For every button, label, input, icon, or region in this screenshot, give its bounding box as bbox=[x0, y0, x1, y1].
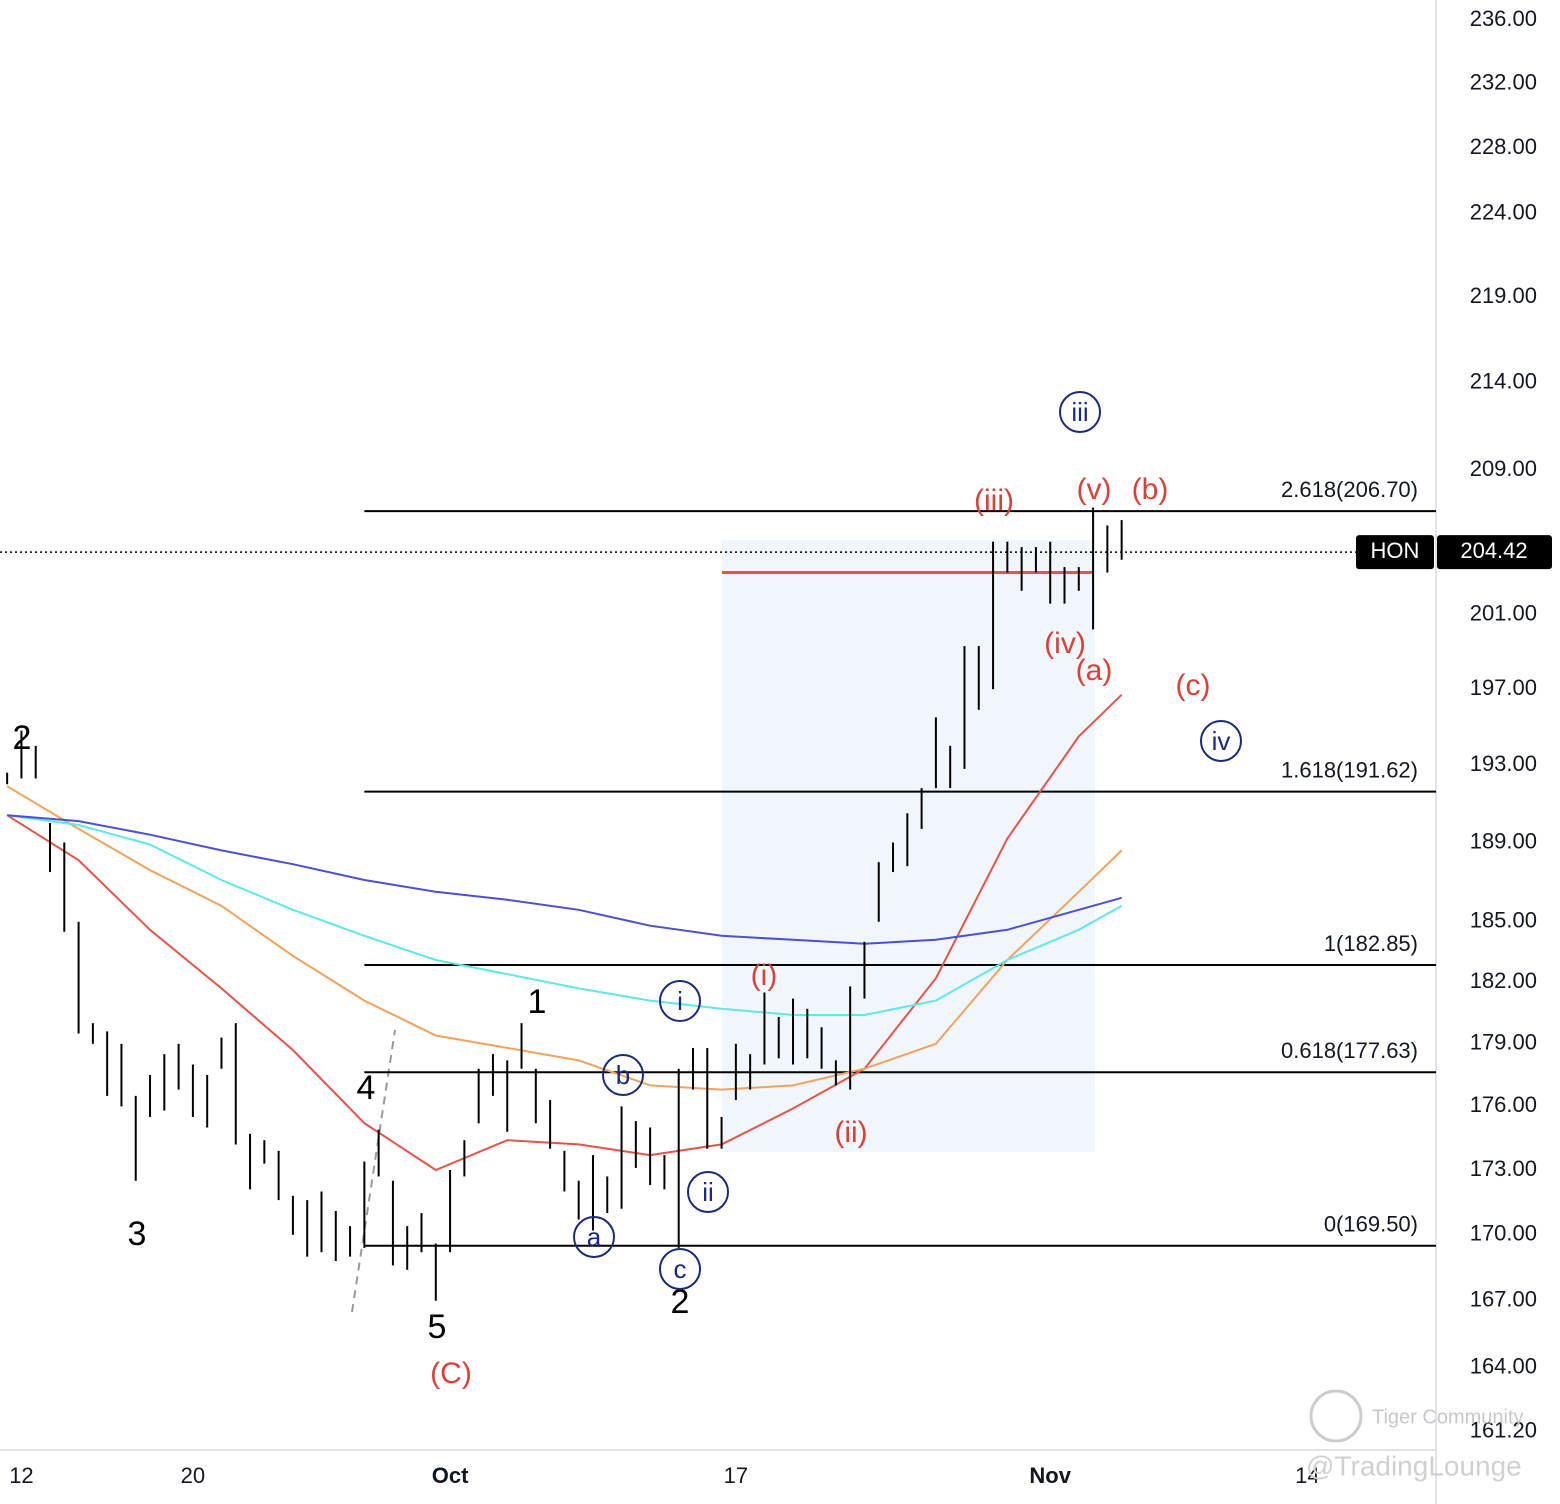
price-badge bbox=[1437, 535, 1552, 570]
moving-average bbox=[6, 785, 1123, 1091]
wave-label: (v) bbox=[1077, 473, 1112, 506]
wave-label: (i) bbox=[751, 959, 778, 992]
wave-label: b bbox=[616, 1060, 630, 1090]
y-tick-label: 236.00 bbox=[1470, 6, 1537, 31]
y-tick-label: 170.00 bbox=[1470, 1221, 1537, 1246]
wave-label: 2 bbox=[671, 1283, 690, 1321]
wave-label: i bbox=[677, 986, 683, 1016]
wave-label: (a) bbox=[1076, 654, 1113, 687]
wave-label: (ii) bbox=[834, 1116, 867, 1149]
moving-average bbox=[6, 693, 1123, 1172]
wave-label: c bbox=[674, 1254, 687, 1284]
watermark: Tiger Community bbox=[1372, 1406, 1524, 1428]
wave-label: 4 bbox=[357, 1069, 376, 1107]
wave-circle bbox=[602, 1054, 644, 1096]
wave-circle bbox=[1059, 391, 1101, 433]
watermark-logo bbox=[1309, 1389, 1363, 1443]
x-tick-label: 14 bbox=[1295, 1463, 1319, 1488]
wave-label: (c) bbox=[1176, 669, 1211, 702]
wave-label: (iii) bbox=[974, 484, 1014, 517]
y-tick-label: 224.00 bbox=[1470, 199, 1537, 224]
wave-label: 3 bbox=[128, 1215, 147, 1253]
y-tick-label: 173.00 bbox=[1470, 1156, 1537, 1181]
fib-label: 0.618(177.63) bbox=[1281, 1038, 1418, 1063]
y-tick-label: 176.00 bbox=[1470, 1092, 1537, 1117]
y-tick-label: 232.00 bbox=[1470, 69, 1537, 94]
y-tick-label: 164.00 bbox=[1470, 1354, 1537, 1379]
y-tick-label: 219.00 bbox=[1470, 283, 1537, 308]
wave-circle bbox=[659, 980, 701, 1022]
y-tick-label: 185.00 bbox=[1470, 908, 1537, 933]
wave-label: (b) bbox=[1132, 473, 1169, 506]
x-tick-label: 20 bbox=[181, 1463, 205, 1488]
moving-average bbox=[7, 814, 1122, 945]
trendline bbox=[351, 1029, 396, 1313]
x-tick-label: Nov bbox=[1029, 1463, 1071, 1488]
wave-circle bbox=[573, 1216, 615, 1258]
wave-label: (iv) bbox=[1044, 627, 1086, 660]
wave-label: 5 bbox=[428, 1308, 447, 1346]
fib-label: 0(169.50) bbox=[1324, 1212, 1418, 1237]
y-tick-label: 209.00 bbox=[1470, 456, 1537, 481]
y-tick-label: 228.00 bbox=[1470, 134, 1537, 159]
wave-circle bbox=[659, 1248, 701, 1290]
wave-label: a bbox=[587, 1222, 602, 1252]
wave-label: 1 bbox=[528, 983, 547, 1021]
wave-circle bbox=[1200, 720, 1242, 762]
symbol-badge bbox=[1356, 535, 1434, 570]
y-tick-label: 214.00 bbox=[1470, 368, 1537, 393]
y-tick-label: 167.00 bbox=[1470, 1287, 1537, 1312]
wave-label: 2 bbox=[13, 719, 32, 757]
y-tick-label: 189.00 bbox=[1470, 828, 1537, 853]
wave-label: (C) bbox=[430, 1357, 472, 1390]
y-tick-label: 197.00 bbox=[1470, 675, 1537, 700]
last-price-label: 204.42 bbox=[1460, 538, 1527, 563]
symbol-label: HON bbox=[1371, 538, 1420, 563]
volume-profile-area bbox=[722, 540, 1095, 1152]
y-tick-label: 201.00 bbox=[1470, 600, 1537, 625]
x-tick-label: Oct bbox=[432, 1463, 469, 1488]
y-tick-label: 161.20 bbox=[1470, 1417, 1537, 1442]
fib-label: 1(182.85) bbox=[1324, 931, 1418, 956]
watermark: @TradingLounge bbox=[1306, 1450, 1522, 1481]
x-tick-label: 17 bbox=[724, 1463, 748, 1488]
x-tick-label: 12 bbox=[9, 1463, 33, 1488]
wave-label: ii bbox=[702, 1177, 714, 1207]
moving-average bbox=[6, 814, 1123, 1016]
wave-circle bbox=[687, 1171, 729, 1213]
wave-label: iii bbox=[1071, 397, 1088, 427]
y-tick-label: 193.00 bbox=[1470, 751, 1537, 776]
wave-label: iv bbox=[1212, 726, 1231, 756]
fib-label: 1.618(191.62) bbox=[1281, 757, 1418, 782]
fib-label: 2.618(206.70) bbox=[1281, 477, 1418, 502]
y-tick-label: 179.00 bbox=[1470, 1030, 1537, 1055]
y-tick-label: 182.00 bbox=[1470, 968, 1537, 993]
